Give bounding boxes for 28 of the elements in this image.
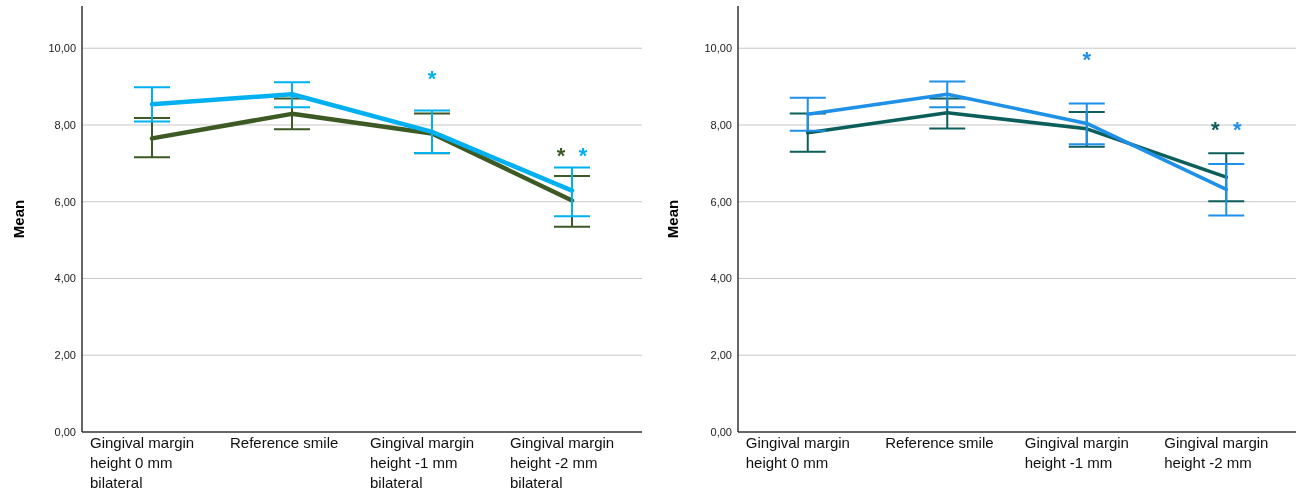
annotation: * (556, 142, 566, 168)
annotation: * (578, 142, 588, 168)
y-tick-label: 4,00 (54, 272, 76, 285)
x-tick-label: Gingival margin height -2 mm bilateral (510, 434, 615, 491)
y-tick-label: 2,00 (54, 349, 76, 362)
x-tick-label: Reference smile (230, 434, 339, 451)
y-tick-label: 10,00 (48, 42, 76, 55)
annotation: * (427, 65, 437, 91)
y-axis-title: Mean (664, 199, 681, 239)
y-tick-label: 0,00 (710, 425, 732, 438)
y-tick-label: 2,00 (710, 349, 732, 362)
annotation: * (1082, 46, 1092, 72)
y-tick-label: 8,00 (54, 118, 76, 131)
x-tick-label: Reference smile (885, 434, 994, 451)
x-tick-label: Gingival margin height 0 mm bilateral (90, 434, 195, 491)
y-tick-label: 6,00 (710, 195, 732, 208)
y-tick-label: 8,00 (710, 118, 732, 131)
x-tick-label: Gingival margin height -1 mm bilateral (370, 434, 475, 491)
x-tick-label: Gingival margin height -2 mm (1164, 434, 1269, 471)
y-tick-label: 0,00 (54, 425, 76, 438)
y-axis-title: Mean (10, 199, 27, 239)
y-tick-label: 6,00 (54, 195, 76, 208)
x-tick-label: Gingival margin height 0 mm (745, 434, 850, 471)
annotation: * (1210, 116, 1220, 142)
y-tick-label: 10,00 (704, 42, 732, 55)
annotation: * (1232, 116, 1242, 142)
x-tick-label: Gingival margin height -1 mm (1024, 434, 1129, 471)
y-tick-label: 4,00 (710, 272, 732, 285)
